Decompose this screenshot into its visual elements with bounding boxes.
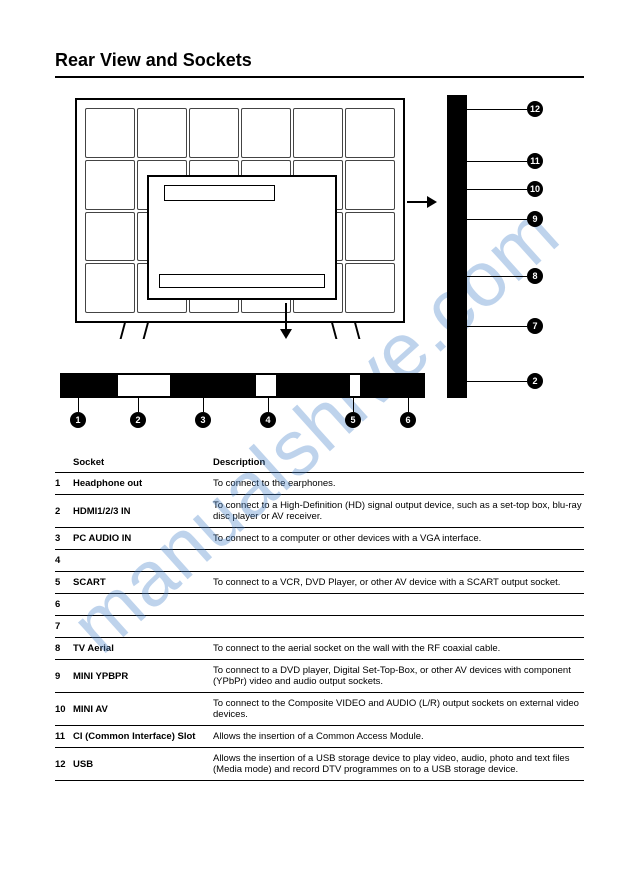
header-socket: Socket [73,457,213,468]
table-row: 7 [55,616,584,638]
row-description: To connect to a High-Definition (HD) sig… [213,500,584,522]
callout-line [467,381,527,382]
row-socket: CI (Common Interface) Slot [73,731,213,742]
row-number: 10 [55,704,73,715]
row-description: To connect to a DVD player, Digital Set-… [213,665,584,687]
header-description: Description [213,457,584,468]
row-number: 3 [55,533,73,544]
port-cutout [118,375,170,396]
callout-5: 5 [345,412,361,428]
row-number: 8 [55,643,73,654]
table-row: 8TV AerialTo connect to the aerial socke… [55,638,584,660]
diagram: 123456 1211109872 [55,93,584,428]
row-socket: PC AUDIO IN [73,533,213,544]
callout-11: 11 [527,153,543,169]
sockets-table: Socket Description 1Headphone outTo conn… [55,453,584,781]
tv-stand-right [331,321,361,339]
row-number: 7 [55,621,73,632]
row-description: Allows the insertion of a Common Access … [213,731,584,742]
table-header: Socket Description [55,453,584,473]
row-number: 11 [55,731,73,742]
table-row: 11CI (Common Interface) SlotAllows the i… [55,726,584,748]
page-title: Rear View and Sockets [55,50,584,78]
row-socket: USB [73,759,213,770]
page: Rear View and Sockets 123456 1211109872 … [0,0,629,811]
row-description: To connect to a VCR, DVD Player, or othe… [213,577,584,588]
bottom-port-strip [60,373,425,398]
table-row: 5SCARTTo connect to a VCR, DVD Player, o… [55,572,584,594]
callout-line [408,398,409,412]
row-number: 9 [55,671,73,682]
row-number: 12 [55,759,73,770]
callout-12: 12 [527,101,543,117]
callout-line [467,276,527,277]
table-row: 1Headphone outTo connect to the earphone… [55,473,584,495]
callout-3: 3 [195,412,211,428]
row-number: 2 [55,506,73,517]
callout-line [78,398,79,412]
callout-2: 2 [130,412,146,428]
callout-line [203,398,204,412]
row-description: To connect to a computer or other device… [213,533,584,544]
row-socket: MINI AV [73,704,213,715]
callout-line [467,189,527,190]
row-socket: MINI YPBPR [73,671,213,682]
callout-9: 9 [527,211,543,227]
callout-line [467,219,527,220]
table-row: 9MINI YPBPRTo connect to a DVD player, D… [55,660,584,693]
row-description: Allows the insertion of a USB storage de… [213,753,584,775]
row-socket: SCART [73,577,213,588]
arrow-right-icon [407,201,435,203]
row-socket: TV Aerial [73,643,213,654]
callout-10: 10 [527,181,543,197]
row-description: To connect to the aerial socket on the w… [213,643,584,654]
row-number: 6 [55,599,73,610]
row-number: 1 [55,478,73,489]
callout-7: 7 [527,318,543,334]
callout-8: 8 [527,268,543,284]
tv-stand-left [120,321,150,339]
callout-line [467,326,527,327]
callout-line [138,398,139,412]
row-number: 5 [55,577,73,588]
row-socket: Headphone out [73,478,213,489]
callout-6: 6 [400,412,416,428]
row-description: To connect to the earphones. [213,478,584,489]
callout-2: 2 [527,373,543,389]
callout-1: 1 [70,412,86,428]
table-row: 10MINI AVTo connect to the Composite VID… [55,693,584,726]
port-cutout [256,375,276,396]
tv-outline [75,98,405,323]
row-socket: HDMI1/2/3 IN [73,506,213,517]
table-row: 3PC AUDIO INTo connect to a computer or … [55,528,584,550]
table-row: 12USBAllows the insertion of a USB stora… [55,748,584,781]
table-row: 6 [55,594,584,616]
row-number: 4 [55,555,73,566]
table-row: 4 [55,550,584,572]
row-description: To connect to the Composite VIDEO and AU… [213,698,584,720]
callout-line [268,398,269,412]
side-port-strip [447,95,467,398]
callout-line [467,109,527,110]
callout-line [467,161,527,162]
tv-inner-panel [147,175,337,300]
table-row: 2HDMI1/2/3 INTo connect to a High-Defini… [55,495,584,528]
callout-line [353,398,354,412]
port-cutout [350,375,360,396]
callout-4: 4 [260,412,276,428]
